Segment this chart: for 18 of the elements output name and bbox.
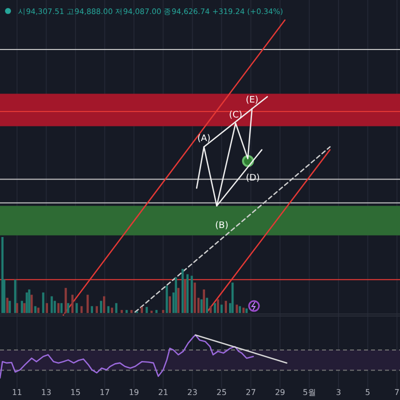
annotation: (C): [228, 110, 242, 120]
x-tick-label: 11: [12, 388, 22, 397]
x-tick-label: 3: [336, 388, 342, 397]
x-tick-label: 17: [100, 388, 110, 397]
annotation: (E): [246, 96, 258, 106]
x-tick-label: 5: [365, 388, 370, 397]
x-tick-label: 13: [41, 388, 52, 397]
x-tick-label: 21: [158, 388, 168, 397]
x-tick-label: 15: [70, 388, 81, 397]
annotation: (A): [197, 134, 211, 144]
x-tick-label: 27: [246, 388, 256, 397]
x-tick-label: 5월: [302, 388, 316, 397]
x-tick-label: 29: [274, 388, 286, 397]
x-tick-label: 25: [216, 388, 227, 397]
annotation: (B): [215, 220, 228, 231]
x-tick-label: 19: [128, 388, 140, 397]
x-tick-label: 7: [394, 388, 400, 397]
x-tick-label: 23: [187, 388, 198, 397]
